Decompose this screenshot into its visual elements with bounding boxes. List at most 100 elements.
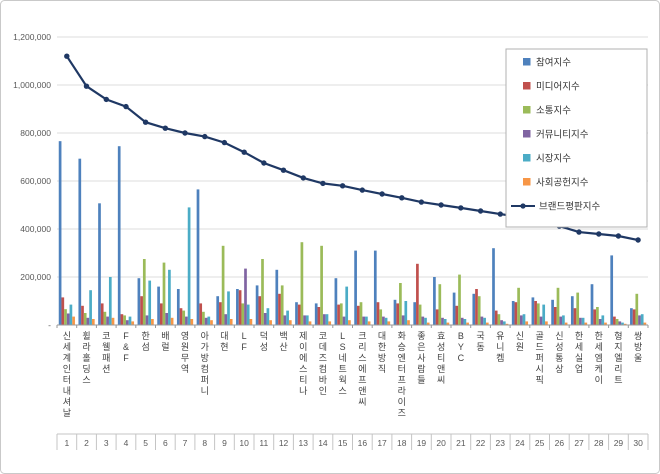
bar-소통지수	[202, 311, 205, 325]
bar-사회공헌지수	[72, 316, 75, 325]
line-marker	[339, 183, 346, 189]
legend-label: 소통지수	[536, 106, 571, 117]
bar-커뮤니티지수	[224, 314, 228, 325]
bar-참여지수	[393, 299, 397, 325]
bar-커뮤니티지수	[401, 315, 405, 325]
rank-label: 28	[594, 438, 604, 448]
bar-미디어지수	[297, 304, 301, 325]
line-marker	[497, 211, 503, 217]
bar-시장지수	[286, 310, 289, 325]
bar-시장지수	[384, 317, 388, 325]
rank-label: 24	[515, 438, 525, 448]
legend-swatch-참여지수	[523, 58, 531, 66]
legend-label: 사회공헌지수	[536, 178, 589, 189]
line-marker	[399, 195, 405, 201]
bar-미디어지수	[278, 293, 281, 325]
legend-swatch-소통지수	[523, 106, 531, 114]
rank-label: 29	[614, 438, 624, 448]
bar-커뮤니티지수	[125, 320, 129, 325]
bar-시장지수	[404, 301, 408, 325]
rank-label: 6	[163, 438, 168, 448]
bar-미디어지수	[317, 307, 321, 325]
bar-커뮤니티지수	[598, 319, 602, 325]
bar-미디어지수	[238, 290, 242, 325]
bar-시장지수	[365, 316, 368, 325]
bar-참여지수	[452, 292, 456, 325]
bar-사회공헌지수	[485, 322, 489, 325]
bar-커뮤니티지수	[500, 320, 503, 325]
rank-label: 25	[535, 438, 545, 448]
bar-시장지수	[207, 316, 211, 325]
bar-사회공헌지수	[564, 322, 568, 325]
bar-시장지수	[227, 291, 230, 325]
bar-참여지수	[137, 278, 141, 325]
bar-시장지수	[305, 315, 309, 325]
line-marker	[241, 149, 247, 155]
bar-사회공헌지수	[288, 320, 292, 325]
bar-참여지수	[196, 189, 200, 325]
bar-커뮤니티지수	[244, 268, 247, 325]
y-tick-label: 800,000	[20, 128, 51, 138]
bar-사회공헌지수	[210, 320, 213, 325]
bar-소통지수	[83, 313, 87, 325]
bar-시장지수	[187, 207, 191, 325]
line-marker	[359, 187, 365, 193]
bar-커뮤니티지수	[618, 321, 622, 325]
bar-커뮤니티지수	[303, 315, 306, 325]
bar-참여지수	[58, 141, 62, 325]
rank-label: 15	[338, 438, 348, 448]
bar-시장지수	[424, 317, 427, 325]
y-tick-label: 1,200,000	[13, 32, 51, 42]
line-marker	[280, 167, 287, 173]
bar-소통지수	[280, 285, 284, 325]
bar-커뮤니티지수	[66, 313, 70, 325]
bar-미디어지수	[120, 314, 124, 325]
bar-미디어지수	[593, 309, 597, 325]
bar-소통지수	[320, 245, 323, 325]
bar-소통지수	[458, 274, 461, 325]
rank-label: 23	[496, 438, 506, 448]
bar-시장지수	[621, 322, 624, 325]
bar-소통지수	[123, 315, 126, 325]
bar-미디어지수	[632, 309, 636, 325]
bar-참여지수	[354, 250, 357, 325]
bar-사회공헌지수	[328, 321, 332, 325]
rank-label: 3	[104, 438, 109, 448]
rank-label: 30	[633, 438, 643, 448]
bar-소통지수	[339, 303, 343, 325]
legend-line-marker	[520, 203, 526, 209]
bar-커뮤니티지수	[145, 315, 149, 325]
bar-소통지수	[241, 303, 245, 325]
bar-참여지수	[78, 158, 82, 325]
bar-미디어지수	[159, 303, 163, 325]
line-marker	[300, 175, 306, 181]
bar-시장지수	[168, 269, 171, 325]
bar-시장지수	[562, 315, 565, 325]
line-marker	[596, 231, 602, 237]
bar-미디어지수	[61, 297, 65, 325]
bar-시장지수	[128, 316, 132, 325]
bar-시장지수	[246, 304, 250, 325]
rank-label: 8	[202, 438, 207, 448]
bar-소통지수	[497, 314, 501, 325]
bar-시장지수	[542, 304, 546, 325]
rank-label: 13	[299, 438, 309, 448]
bar-사회공헌지수	[190, 319, 194, 325]
bar-참여지수	[216, 296, 220, 325]
bar-커뮤니티지수	[322, 314, 326, 325]
bar-소통지수	[64, 309, 67, 325]
bar-참여지수	[314, 303, 318, 325]
bar-사회공헌지수	[387, 321, 391, 325]
bar-사회공헌지수	[643, 322, 647, 325]
bar-사회공헌지수	[623, 323, 627, 325]
